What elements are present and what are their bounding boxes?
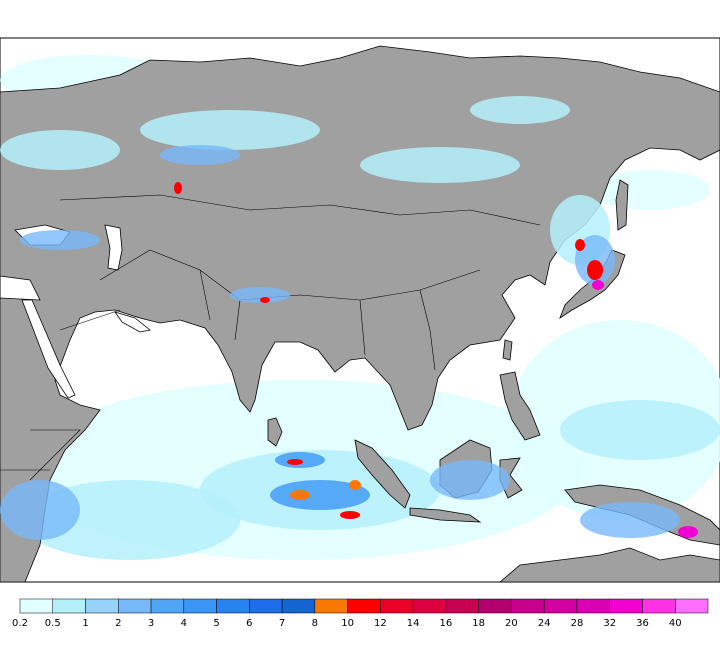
colorbar-label: 8 <box>312 618 318 629</box>
colorbar-box <box>281 598 316 614</box>
colorbar-label: 28 <box>571 618 584 629</box>
colorbar-box <box>511 598 545 614</box>
colorbar-box <box>19 598 54 614</box>
colorbar-box <box>183 598 217 614</box>
java <box>409 507 482 523</box>
colorbar-label: 36 <box>636 618 649 629</box>
colorbar-label: 0.5 <box>45 618 61 629</box>
sumatra <box>354 439 411 509</box>
caspian-sea <box>104 224 123 271</box>
australia <box>498 547 720 583</box>
colorbar-label: 5 <box>213 618 219 629</box>
colorbar-box <box>314 598 348 614</box>
colorbar-label: 12 <box>374 618 387 629</box>
colorbar-label: 16 <box>440 618 453 629</box>
colorbar-label: 3 <box>148 618 154 629</box>
colorbar-box <box>380 598 414 614</box>
colorbar-box <box>412 598 447 614</box>
colorbar-label: 18 <box>472 618 485 629</box>
colorbar-box <box>118 598 152 614</box>
colorbar-box <box>609 598 643 614</box>
colorbar-label: 2 <box>115 618 121 629</box>
country-borders <box>0 194 541 481</box>
colorbar-label: 10 <box>341 618 354 629</box>
colorbar-label: 7 <box>279 618 285 629</box>
eurasia <box>0 45 720 583</box>
colorbar-label: 32 <box>603 618 616 629</box>
colorbar-box <box>642 598 676 614</box>
colorbar-box <box>674 598 709 614</box>
colorbar-label: 24 <box>538 618 551 629</box>
sakhalin <box>615 179 629 231</box>
colorbar-label: 20 <box>505 618 518 629</box>
colorbar: 0.2 0.5 1 2 3 4 5 6 7 8 10 12 14 16 18 20 24 28 32 36 40 <box>12 598 709 629</box>
persian-gulf <box>114 311 151 333</box>
colorbar-label: 14 <box>407 618 420 629</box>
colorbar-label: 40 <box>669 618 682 629</box>
colorbar-label: 6 <box>246 618 252 629</box>
colorbar-box <box>52 598 86 614</box>
philippines <box>499 371 541 441</box>
colorbar-box <box>478 598 512 614</box>
colorbar-box <box>249 598 283 614</box>
taiwan <box>502 339 513 361</box>
colorbar-label: 1 <box>82 618 88 629</box>
colorbar-box <box>576 598 610 614</box>
colorbar-label: 4 <box>181 618 187 629</box>
colorbar-box <box>347 598 381 614</box>
map <box>0 37 720 583</box>
colorbar-box <box>445 598 479 614</box>
sri-lanka <box>267 417 283 447</box>
colorbar-box <box>216 598 250 614</box>
red-sea <box>21 299 76 399</box>
colorbar-box <box>150 598 185 614</box>
colorbar-box <box>85 598 119 614</box>
colorbar-label: 0.2 <box>12 618 28 629</box>
colorbar-box <box>543 598 578 614</box>
land-precipitation <box>0 96 698 540</box>
